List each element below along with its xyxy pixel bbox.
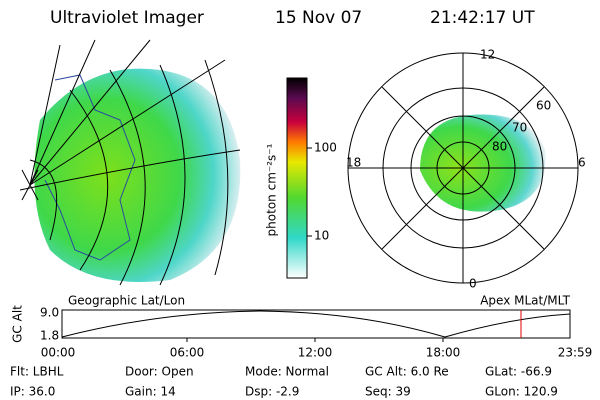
status-field: GC Alt: 6.0 Re xyxy=(365,365,449,379)
alt-y-tick: 1.8 xyxy=(40,329,59,343)
mlt-label: 18 xyxy=(346,156,361,170)
alt-x-tick: 00:00 xyxy=(41,346,76,360)
alt-y-label: GC Alt xyxy=(11,305,25,343)
colorbar-tick-label: 10 xyxy=(314,229,329,243)
status-field: Dsp: -2.9 xyxy=(245,385,299,399)
status-field: Mode: Normal xyxy=(245,365,329,379)
lat-label: 60 xyxy=(536,99,551,113)
lat-label: 80 xyxy=(492,140,507,154)
alt-x-tick: 12:00 xyxy=(298,346,333,360)
alt-x-tick: 23:59 xyxy=(558,346,593,360)
lat-label: 70 xyxy=(512,121,527,135)
time: 21:42:17 UT xyxy=(430,8,535,28)
geo-map xyxy=(19,39,241,286)
status-field: Seq: 39 xyxy=(365,385,411,399)
status-field: Flt: LBHL xyxy=(10,365,64,379)
alt-plot xyxy=(61,309,571,342)
colorbar-label: photon cm⁻²s⁻¹ xyxy=(265,143,279,236)
status-panel: Flt: LBHL Door: Open Mode: Normal GC Alt: 6… xyxy=(10,365,558,399)
mlt-label: 6 xyxy=(578,156,586,170)
colorbar xyxy=(286,77,308,279)
status-field: GLat: -66.9 xyxy=(485,365,552,379)
mlt-label: 12 xyxy=(480,48,495,62)
status-field: IP: 36.0 xyxy=(10,385,55,399)
colorbar-tick-label: 100 xyxy=(314,141,337,155)
alt-x-tick: 18:00 xyxy=(426,346,461,360)
mlt-label: 0 xyxy=(469,277,477,291)
status-field: Gain: 14 xyxy=(125,385,176,399)
polar-label: Apex MLat/MLT xyxy=(480,294,570,308)
status-field: Door: Open xyxy=(125,365,194,379)
status-field: GLon: 120.9 xyxy=(485,385,558,399)
date: 15 Nov 07 xyxy=(275,8,362,28)
title: Ultraviolet Imager xyxy=(50,8,204,28)
alt-x-tick: 06:00 xyxy=(170,346,205,360)
alt-y-tick: 9.0 xyxy=(40,306,59,320)
polar-map xyxy=(347,52,579,284)
geo-label: Geographic Lat/Lon xyxy=(68,294,185,308)
